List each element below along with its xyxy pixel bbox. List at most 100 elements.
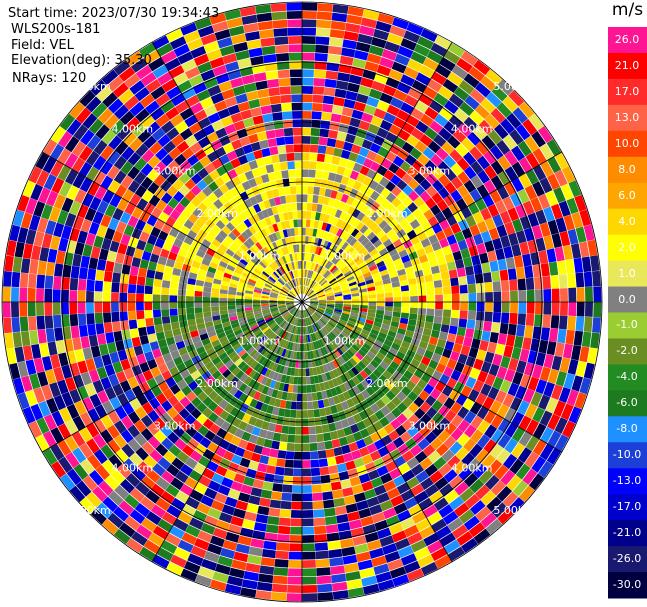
velocity-gate	[518, 485, 535, 503]
velocity-gate	[340, 400, 350, 411]
velocity-gate	[431, 399, 444, 412]
velocity-gate	[336, 322, 345, 329]
velocity-gate	[446, 234, 457, 246]
velocity-gate	[237, 246, 247, 255]
velocity-gate	[123, 224, 135, 237]
velocity-gate	[230, 376, 240, 386]
velocity-gate	[27, 287, 36, 302]
velocity-gate	[299, 261, 302, 269]
velocity-gate	[203, 342, 213, 351]
velocity-gate	[214, 492, 228, 504]
velocity-gate	[273, 120, 284, 130]
velocity-gate	[378, 374, 389, 384]
velocity-gate	[127, 411, 141, 425]
velocity-gate	[339, 364, 348, 374]
velocity-gate	[374, 409, 385, 421]
velocity-gate	[69, 485, 86, 503]
velocity-gate	[398, 274, 408, 282]
velocity-gate	[464, 424, 477, 438]
velocity-gate	[334, 295, 343, 299]
velocity-gate	[524, 185, 538, 201]
velocity-gate	[244, 331, 254, 338]
velocity-gate	[156, 547, 174, 562]
velocity-gate	[513, 335, 524, 349]
velocity-gate	[293, 270, 297, 278]
velocity-gate	[360, 515, 374, 527]
velocity-gate	[119, 211, 132, 225]
velocity-gate	[282, 417, 290, 426]
velocity-gate	[490, 160, 504, 175]
velocity-gate	[410, 51, 427, 65]
velocity-gate	[370, 161, 381, 173]
velocity-gate	[289, 418, 296, 427]
velocity-gate	[136, 393, 149, 407]
velocity-gate	[327, 276, 336, 283]
velocity-gate	[270, 103, 282, 113]
velocity-gate	[290, 307, 297, 314]
velocity-gate	[337, 522, 351, 532]
velocity-gate	[377, 446, 390, 458]
velocity-gate	[250, 324, 259, 331]
velocity-gate	[185, 496, 200, 510]
velocity-gate	[108, 454, 123, 469]
velocity-gate	[154, 219, 165, 231]
velocity-gate	[288, 271, 294, 280]
velocity-gate	[295, 334, 299, 343]
velocity-gate	[258, 96, 271, 107]
velocity-gate	[263, 287, 271, 292]
velocity-gate	[459, 101, 475, 117]
velocity-gate	[373, 355, 383, 365]
velocity-gate	[308, 161, 317, 170]
velocity-gate	[351, 292, 360, 297]
velocity-gate	[307, 307, 314, 314]
velocity-gate	[287, 245, 292, 254]
velocity-gate	[186, 283, 195, 291]
velocity-gate	[309, 325, 314, 334]
velocity-gate	[473, 59, 491, 76]
velocity-gate	[113, 506, 129, 522]
velocity-gate	[286, 152, 295, 162]
velocity-gate	[361, 329, 370, 336]
velocity-gate	[150, 504, 166, 519]
velocity-gate	[214, 273, 223, 281]
velocity-gate	[462, 256, 473, 268]
velocity-gate	[286, 299, 294, 302]
velocity-gate	[525, 435, 540, 452]
velocity-gate	[260, 228, 268, 238]
start-time-label: Start time: 2023/07/30 19:34:43	[8, 6, 220, 21]
velocity-gate	[302, 152, 310, 161]
velocity-gate	[224, 211, 234, 222]
velocity-gate	[279, 307, 287, 312]
velocity-gate	[291, 334, 296, 343]
velocity-gate	[396, 365, 407, 375]
velocity-gate	[346, 398, 355, 408]
velocity-gate	[30, 403, 44, 421]
velocity-gate	[403, 239, 413, 249]
velocity-gate	[337, 201, 346, 211]
velocity-gate	[272, 287, 280, 292]
velocity-gate	[380, 405, 391, 416]
velocity-gate	[190, 545, 207, 559]
velocity-gate	[436, 199, 449, 212]
velocity-gate	[476, 184, 489, 198]
colorbar-swatch	[608, 494, 647, 521]
velocity-gate	[305, 309, 310, 317]
velocity-gate	[511, 243, 522, 257]
velocity-gate	[281, 425, 289, 434]
velocity-gate	[264, 283, 273, 289]
velocity-gate	[473, 358, 484, 371]
velocity-gate	[357, 33, 373, 45]
velocity-gate	[173, 261, 184, 270]
velocity-gate	[263, 412, 272, 423]
velocity-gate	[342, 362, 351, 372]
velocity-gate	[457, 419, 471, 433]
velocity-gate	[571, 375, 584, 392]
velocity-gate	[312, 194, 319, 204]
velocity-gate	[506, 112, 522, 129]
velocity-gate	[235, 500, 249, 511]
velocity-gate	[360, 399, 370, 410]
velocity-gate	[270, 334, 278, 342]
velocity-gate	[313, 186, 321, 195]
velocity-gate	[153, 174, 166, 187]
velocity-gate	[85, 358, 96, 372]
